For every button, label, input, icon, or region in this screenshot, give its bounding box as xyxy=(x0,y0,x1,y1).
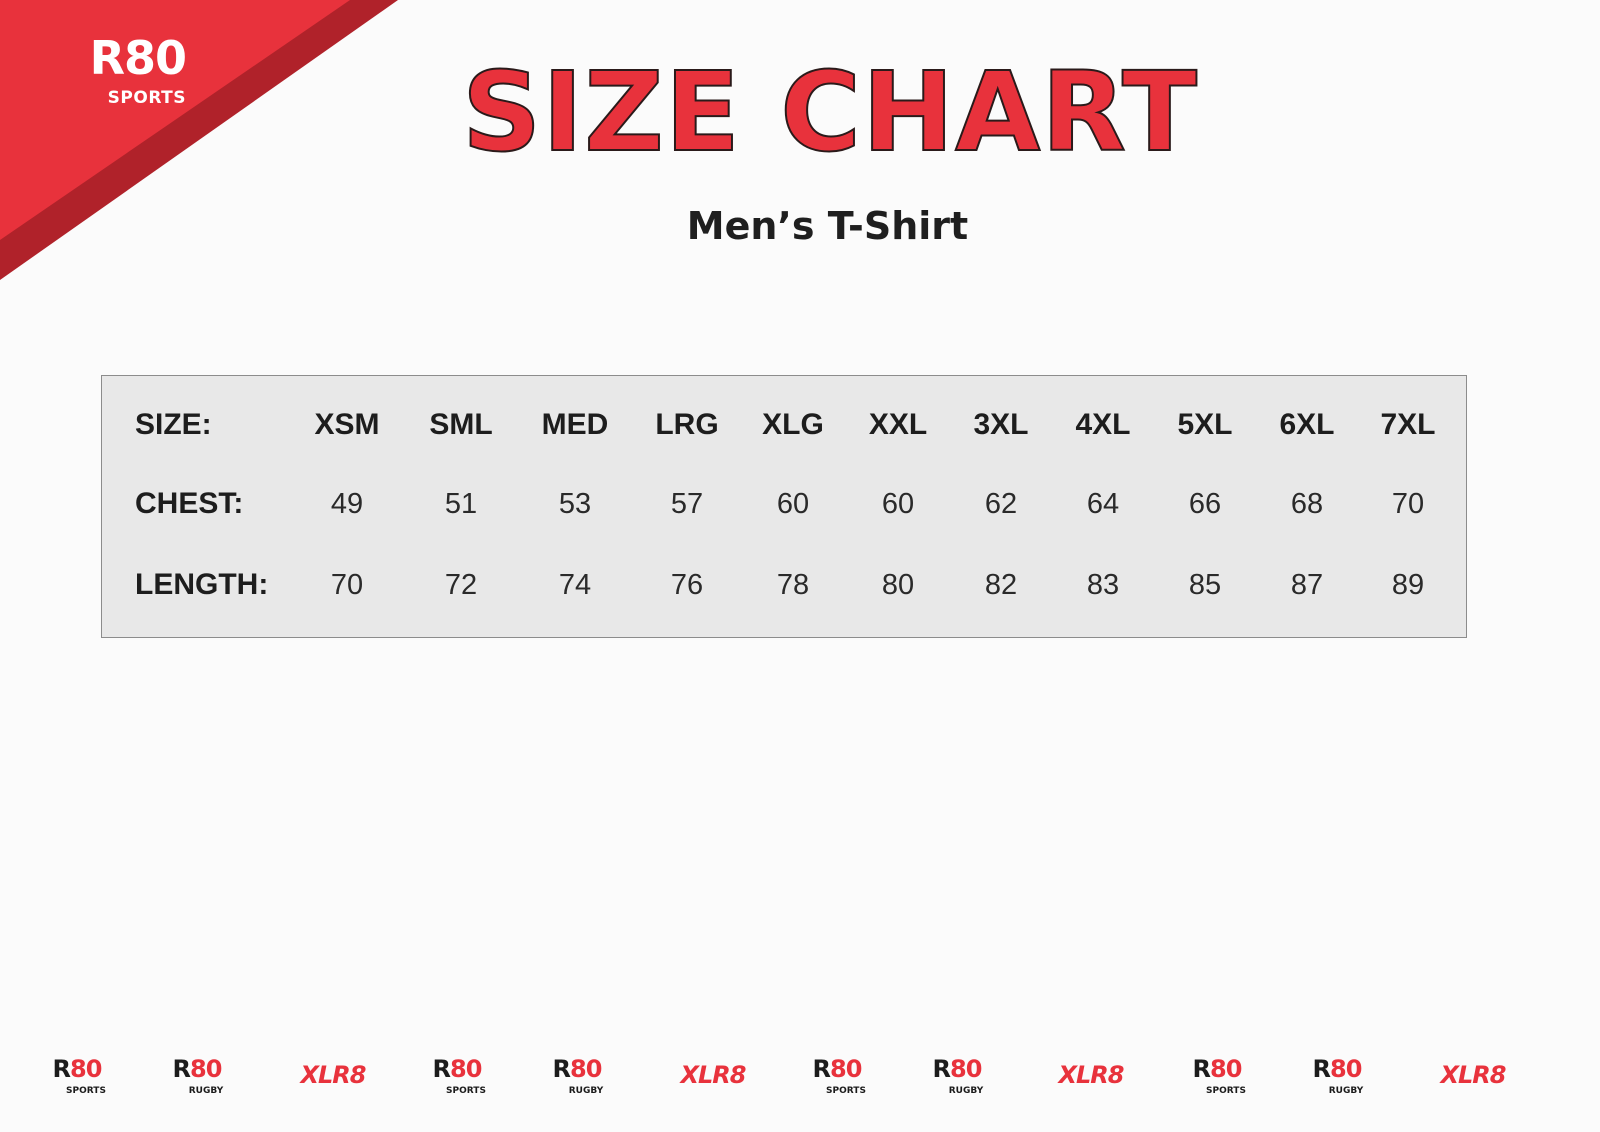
logo-letter: R xyxy=(52,1055,72,1083)
row-label: LENGTH: xyxy=(135,568,269,601)
measurement-cell: 85 xyxy=(1188,569,1222,601)
logo-text: R80 xyxy=(27,1054,127,1084)
size-table: SIZE: XSM SML MED LRG XLG XXL 3XL 4XL 5XL 6XL 7XL CH… xyxy=(101,375,1467,638)
r80-sports-logo: R80 SPORTS xyxy=(36,30,187,109)
logo-letter: R xyxy=(1312,1055,1332,1083)
logo-text: XLR8 xyxy=(1440,1061,1507,1089)
logo-text: R80 xyxy=(1167,1054,1267,1084)
logo-subtext: RUGBY xyxy=(948,1086,984,1096)
size-header-cell: 5XL xyxy=(1177,408,1233,441)
logo-letter: R xyxy=(812,1055,832,1083)
r80-sports-logo: R80 SPORTS xyxy=(407,1054,507,1097)
logo-text: R80 xyxy=(147,1054,247,1084)
length-row: LENGTH: 70 72 74 76 78 80 82 83 85 87 89 xyxy=(102,560,1466,610)
logo-number: 80 xyxy=(950,1055,982,1083)
size-header-cell: MED xyxy=(541,408,609,441)
measurement-cell: 83 xyxy=(1086,569,1120,601)
corner-banner xyxy=(0,0,398,280)
logo-number: 80 xyxy=(70,1055,102,1083)
logo-number: 80 xyxy=(830,1055,862,1083)
xlr8-logo: XLR8 xyxy=(283,1054,383,1092)
measurement-cell: 68 xyxy=(1290,488,1324,520)
measurement-cell: 78 xyxy=(776,569,810,601)
logo-number: 80 xyxy=(570,1055,602,1083)
size-header-cell: XXL xyxy=(868,408,928,441)
logo-text: R80 xyxy=(527,1054,627,1084)
measurement-cell: 60 xyxy=(776,488,810,520)
size-header-cell: 6XL xyxy=(1279,408,1335,441)
logo-text: XLR8 xyxy=(680,1061,747,1089)
size-header-cell: 3XL xyxy=(973,408,1029,441)
logo-number: 80 xyxy=(190,1055,222,1083)
measurement-cell: 82 xyxy=(984,569,1018,601)
r80-rugby-logo: R80 RUGBY xyxy=(1287,1054,1387,1097)
logo-number: 80 xyxy=(1330,1055,1362,1083)
logo-subtext: SPORTS xyxy=(1206,1086,1246,1096)
logo-text: R80 xyxy=(407,1054,507,1084)
chest-row: CHEST: 49 51 53 57 60 60 62 64 66 68 70 xyxy=(102,479,1466,529)
measurement-cell: 51 xyxy=(444,488,478,520)
logo-letter: R xyxy=(552,1055,572,1083)
xlr8-logo: XLR8 xyxy=(663,1054,763,1092)
size-header-cell: LRG xyxy=(655,408,719,441)
xlr8-logo: XLR8 xyxy=(1423,1054,1523,1092)
measurement-cell: 49 xyxy=(330,488,364,520)
logo-text: R80 xyxy=(907,1054,1007,1084)
measurement-cell: 89 xyxy=(1391,569,1425,601)
measurement-cell: 53 xyxy=(558,488,592,520)
logo-letter: R xyxy=(172,1055,192,1083)
logo-subtext: RUGBY xyxy=(1328,1086,1364,1096)
logo-subtext: SPORTS xyxy=(826,1086,866,1096)
row-label: SIZE: xyxy=(135,408,212,441)
size-header-cell: SML xyxy=(429,408,493,441)
logo-letter: R xyxy=(932,1055,952,1083)
measurement-cell: 87 xyxy=(1290,569,1324,601)
r80-sports-logo: R80 SPORTS xyxy=(787,1054,887,1097)
logo-text: XLR8 xyxy=(1058,1061,1125,1089)
measurement-cell: 74 xyxy=(558,569,592,601)
logo-main-text: R80 xyxy=(89,31,187,85)
measurement-cell: 57 xyxy=(670,488,704,520)
size-row: SIZE: XSM SML MED LRG XLG XXL 3XL 4XL 5XL 6XL 7XL xyxy=(102,400,1466,450)
logo-subtext: SPORTS xyxy=(66,1086,106,1096)
logo-letter: R xyxy=(1192,1055,1212,1083)
logo-text: R80 xyxy=(1287,1054,1387,1084)
logo-text: R80 xyxy=(787,1054,887,1084)
size-header-cell: 7XL xyxy=(1380,408,1436,441)
measurement-cell: 66 xyxy=(1188,488,1222,520)
measurement-cell: 70 xyxy=(330,569,364,601)
size-header-cell: 4XL xyxy=(1075,408,1131,441)
measurement-cell: 60 xyxy=(881,488,915,520)
page-subtitle: Men’s T-Shirt xyxy=(686,204,969,248)
page-title: SIZE CHART xyxy=(461,47,1199,177)
xlr8-logo: XLR8 xyxy=(1041,1054,1141,1092)
measurement-cell: 72 xyxy=(444,569,478,601)
r80-rugby-logo: R80 RUGBY xyxy=(527,1054,627,1097)
r80-rugby-logo: R80 RUGBY xyxy=(147,1054,247,1097)
logo-subtext: SPORTS xyxy=(446,1086,486,1096)
logo-number: 80 xyxy=(450,1055,482,1083)
size-header-cell: XSM xyxy=(314,408,380,441)
logo-subtext: RUGBY xyxy=(568,1086,604,1096)
measurement-cell: 76 xyxy=(670,569,704,601)
r80-rugby-logo: R80 RUGBY xyxy=(907,1054,1007,1097)
measurement-cell: 64 xyxy=(1086,488,1120,520)
r80-sports-logo: R80 SPORTS xyxy=(1167,1054,1267,1097)
logo-sub-text: SPORTS xyxy=(107,88,186,108)
r80-sports-logo: R80 SPORTS xyxy=(27,1054,127,1097)
logo-letter: R xyxy=(432,1055,452,1083)
measurement-cell: 80 xyxy=(881,569,915,601)
logo-subtext: RUGBY xyxy=(188,1086,224,1096)
logo-number: 80 xyxy=(1210,1055,1242,1083)
measurement-cell: 70 xyxy=(1391,488,1425,520)
size-header-cell: XLG xyxy=(762,408,824,441)
row-label: CHEST: xyxy=(135,487,244,520)
measurement-cell: 62 xyxy=(984,488,1018,520)
logo-text: XLR8 xyxy=(300,1061,367,1089)
